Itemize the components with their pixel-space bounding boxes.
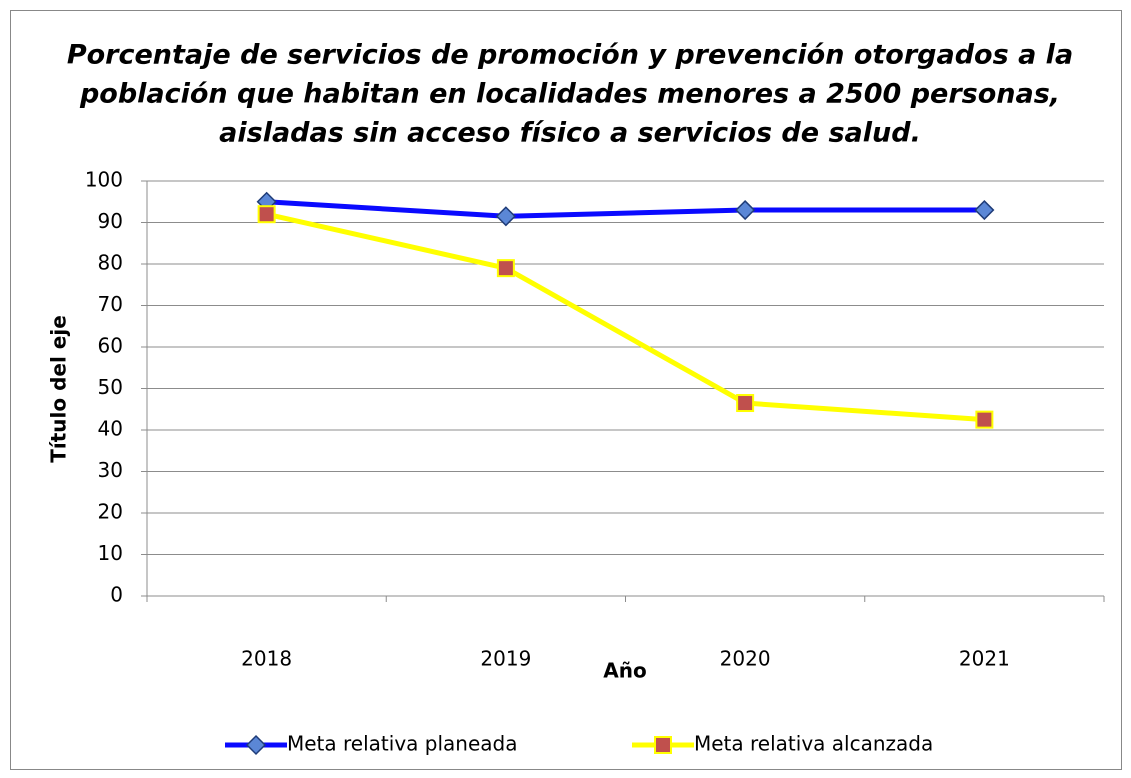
y-tick-label: 30: [98, 458, 123, 482]
series-line: [266, 199, 985, 219]
y-tick-label: 100: [85, 168, 123, 192]
marker: [495, 206, 516, 227]
chart-title: población que habitan en localidades men…: [79, 79, 1060, 110]
y-axis-title: Título del eje: [47, 315, 71, 463]
x-tick-label: 2019: [480, 647, 531, 671]
y-tick-label: 0: [110, 583, 123, 607]
y-tick-label: 20: [98, 500, 123, 524]
y-tick-label: 70: [98, 292, 123, 316]
marker: [257, 205, 276, 224]
legend-marker: [245, 734, 267, 756]
y-tick-label: 10: [98, 541, 123, 565]
y-tick-label: 50: [98, 375, 123, 399]
chart-title: Porcentaje de servicios de promoción y p…: [67, 40, 1073, 71]
x-tick-label: 2018: [241, 647, 292, 671]
marker: [736, 394, 755, 413]
marker: [735, 199, 756, 221]
legend-marker: [654, 736, 672, 754]
x-tick-label: 2020: [720, 647, 771, 671]
y-tick-label: 80: [98, 251, 123, 275]
y-tick-label: 40: [98, 417, 123, 441]
x-axis-title: Año: [603, 659, 646, 683]
marker: [975, 410, 994, 429]
marker: [974, 199, 995, 221]
y-tick-label: 60: [98, 334, 123, 358]
legend-label: Meta relativa planeada: [287, 732, 517, 756]
legend-label: Meta relativa alcanzada: [694, 732, 933, 756]
x-tick-label: 2021: [959, 647, 1010, 671]
marker: [496, 259, 515, 278]
series-line: [266, 211, 985, 423]
y-tick-label: 90: [98, 209, 123, 233]
chart-title: aisladas sin acceso físico a servicios d…: [219, 118, 921, 149]
chart-border: [10, 10, 1122, 770]
